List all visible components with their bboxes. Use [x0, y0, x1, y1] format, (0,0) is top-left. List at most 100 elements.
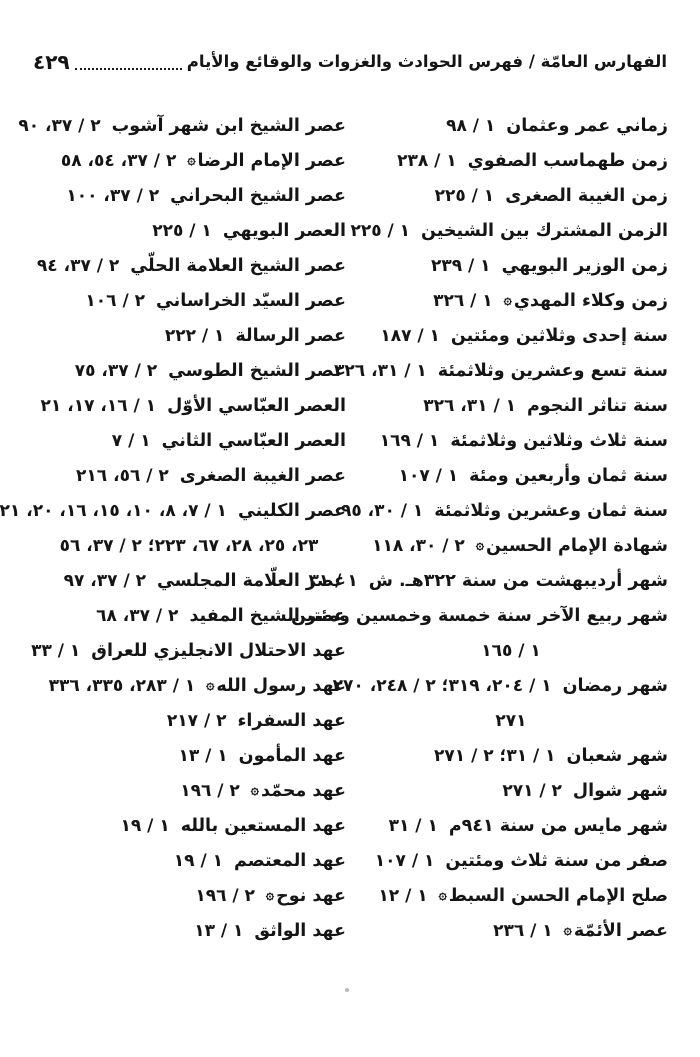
entry-text: شهر ربيع الآخر سنة خمسة وخمسين ومئتين	[290, 606, 668, 626]
entry-refs: ١ / ٣١، ٣٢٦	[334, 361, 427, 381]
honorific-seal-icon: ۞	[250, 782, 259, 798]
index-entry: سنة ثمان وأربعين ومئة ١ / ١٠٧	[354, 459, 668, 494]
honorific-seal-icon: ۞	[265, 887, 275, 903]
header-title: الفهارس العامّة / فهرس الحوادث والغزوات …	[186, 52, 667, 71]
entry-text: عصر الشيخ المفيد	[189, 606, 346, 626]
entry-refs: ١ / ٢٢٥	[350, 221, 411, 241]
entry-refs: ٢ / ٢٧١	[502, 781, 562, 801]
entry-text: عصر الشيخ العلامة الحلّي	[130, 256, 346, 276]
entry-text: سنة تسع وعشرين وثلاثمئة	[437, 361, 668, 381]
index-entry: شهر شوال ٢ / ٢٧١	[354, 774, 668, 809]
entry-refs: ٢٧١	[495, 711, 527, 731]
entry-refs: ١ / ٣٢٦	[433, 291, 493, 311]
index-entry: عهد السفراء ٢ / ٢١٧	[32, 704, 346, 739]
index-entry: شهر شعبان ١ / ٣١؛ ٢ / ٢٧١	[354, 739, 668, 774]
entry-refs: ١ / ٢٢٢	[164, 326, 225, 346]
index-entry: عصر الشيخ المفيد ٢ / ٣٧، ٦٨	[32, 599, 346, 634]
index-entry: عهد محمّد۞ ٢ / ١٩٦	[32, 774, 346, 809]
entry-text: الزمن المشترك بين الشيخين	[421, 221, 668, 241]
entry-text: صفر من سنة ثلاث ومئتين	[445, 851, 668, 871]
entry-refs: ١ / ٧	[111, 431, 151, 451]
entry-text: عهد المعتصم	[234, 851, 346, 871]
entry-text: عصر العلّامة المجلسي	[156, 571, 346, 591]
entry-text: عصر الرسالة	[235, 326, 346, 346]
entry-refs: ١ / ٢٣٦	[493, 921, 553, 941]
entry-refs: ٢ / ٣٧، ١٠٠	[66, 186, 160, 206]
entry-text: سنة ثلاث وثلاثين وثلاثمئة	[450, 431, 668, 451]
entry-refs: ١ / ٢٠٤، ٣١٩؛ ٢ / ٢٤٨، ٢٧٠،	[326, 676, 552, 696]
index-entry: شهر ربيع الآخر سنة خمسة وخمسين ومئتين	[291, 599, 668, 634]
entry-refs: ١ / ٣١، ٣٢٦	[423, 396, 516, 416]
entry-text: عصر الشيخ الطوسي	[168, 361, 346, 381]
honorific-seal-icon: ۞	[187, 152, 196, 168]
entry-refs: ١ / ١٩	[173, 851, 223, 871]
index-entry: سنة ثمان وعشرين وثلاثمئة ١ / ٣٠، ٩٥	[341, 494, 668, 529]
index-entry: عصر الشيخ العلامة الحلّي ٢ / ٣٧، ٩٤	[32, 249, 346, 284]
entry-text: زمن الغيبة الصغرى	[505, 186, 668, 206]
entry-text: زمن طهماسب الصفوي	[467, 151, 668, 171]
index-column-left: عصر الشيخ ابن شهر آشوب ٢ / ٣٧، ٩٠ عصر الإ…	[0, 109, 347, 949]
index-entry: سنة ثلاث وثلاثين وثلاثمئة ١ / ١٦٩	[354, 424, 668, 459]
entry-text: سنة ثمان وعشرين وثلاثمئة	[434, 501, 668, 521]
honorific-seal-icon: ۞	[503, 292, 512, 308]
index-entry: زمن الغيبة الصغرى ١ / ٢٢٥	[354, 179, 668, 214]
index-entry: ١ / ١٦٥	[354, 634, 668, 669]
index-entry: العصر البويهي ١ / ٢٢٥	[32, 214, 346, 249]
entry-refs: ١ / ١٣	[178, 746, 228, 766]
entry-text: عهد نوح	[276, 886, 346, 906]
index-entry: عصر الرسالة ١ / ٢٢٢	[32, 319, 346, 354]
dotted-leader	[74, 68, 182, 70]
index-entry: عصر الأئمّة۞ ١ / ٢٣٦	[354, 914, 668, 949]
index-entry: عصر العلّامة المجلسي ٢ / ٣٧، ٩٧	[32, 564, 346, 599]
entry-refs: ٢ / ٣٧، ٥٤، ٥٨	[60, 151, 177, 171]
entry-refs: ٢ / ٣٧، ٩٠	[18, 116, 101, 136]
entry-text: عصر السيّد الخراساني	[155, 291, 346, 311]
entry-refs: ١ / ١٠٧	[398, 466, 459, 486]
index-entry: عصر السيّد الخراساني ٢ / ١٠٦	[32, 284, 346, 319]
entry-text: عصر الشيخ ابن شهر آشوب	[111, 116, 346, 136]
index-entry: زمن طهماسب الصفوي ١ / ٢٣٨	[354, 144, 668, 179]
index-entry: ٢٣، ٢٥، ٢٨، ٦٧، ٢٢٣؛ ٢ / ٣٧، ٥٦	[32, 529, 346, 564]
index-entry: عهد رسول الله۞ ١ / ٢٨٣، ٣٣٥، ٣٣٦	[32, 669, 346, 704]
entry-refs: ١ / ٢٨٣، ٣٣٥، ٣٣٦	[48, 676, 196, 696]
index-entry: صفر من سنة ثلاث ومئتين ١ / ١٠٧	[354, 844, 668, 879]
entry-refs: ١ / ٢٢٥	[152, 221, 212, 241]
entry-text: شهر شوال	[572, 781, 668, 801]
entry-refs: ١ / ٣١	[308, 571, 358, 591]
entry-text: عهد المأمون	[238, 746, 346, 766]
entry-refs: ١ / ٢٣٨	[397, 151, 457, 171]
page-ornament-dot	[345, 988, 349, 992]
entry-refs: ١ / ٧، ٨، ١٠، ١٥، ١٦، ٢٠، ٢١،	[0, 501, 227, 521]
index-entry: عهد الاحتلال الانجليزي للعراق ١ / ٣٣	[31, 634, 346, 669]
index-entry: زماني عمر وعثمان ١ / ٩٨	[354, 109, 668, 144]
entry-refs: ١ / ٣٣	[31, 641, 81, 661]
entry-text: شهر أرديبهشت من سنة ٣٢٢هـ. ش	[368, 571, 668, 591]
index-column-right: زماني عمر وعثمان ١ / ٩٨ زمن طهماسب الصفوي…	[291, 109, 668, 949]
index-entry: عصر الشيخ البحراني ٢ / ٣٧، ١٠٠	[32, 179, 346, 214]
entry-refs: ١ / ١٩	[120, 816, 170, 836]
entry-text: عهد المستعين بالله	[180, 816, 346, 836]
index-entry: عهد المستعين بالله ١ / ١٩	[32, 809, 347, 844]
entry-text: صلح الإمام الحسن السبط	[448, 886, 668, 906]
index-entry: شهادة الإمام الحسين۞ ٢ / ٣٠، ١١٨	[354, 529, 668, 564]
entry-refs: ١ / ١٠٧	[374, 851, 435, 871]
index-entry: زمن وكلاء المهدي۞ ١ / ٣٢٦	[354, 284, 668, 319]
entry-refs: ١ / ١٢	[378, 886, 428, 906]
index-entry: العصر العبّاسي الثاني ١ / ٧	[32, 424, 346, 459]
index-entry: العصر العبّاسي الأوّل ١ / ١٦، ١٧، ٢١	[32, 389, 346, 424]
entry-text: عصر الكليني	[237, 501, 346, 521]
entry-text: العصر العبّاسي الثاني	[161, 431, 346, 451]
entry-refs: ٢ / ٣٧، ٧٥	[74, 361, 158, 381]
index-entry: سنة تناثر النجوم ١ / ٣١، ٣٢٦	[354, 389, 668, 424]
entry-text: عهد الاحتلال الانجليزي للعراق	[91, 641, 346, 661]
entry-text: سنة إحدى وثلاثين ومئتين	[450, 326, 668, 346]
entry-refs: ١ / ٣١؛ ٢ / ٢٧١	[434, 746, 556, 766]
index-entry: عصر الإمام الرضا۞ ٢ / ٣٧، ٥٤، ٥٨	[32, 144, 346, 179]
entry-text: سنة ثمان وأربعين ومئة	[469, 466, 668, 486]
index-entry: عهد المأمون ١ / ١٣	[32, 739, 346, 774]
entry-refs: ١ / ١٦٥	[481, 641, 541, 661]
page-number: ٤٢٩	[33, 50, 70, 74]
entry-text: شهر مايس من سنة ٩٤١م	[448, 816, 668, 836]
entry-text: العصر البويهي	[222, 221, 346, 241]
